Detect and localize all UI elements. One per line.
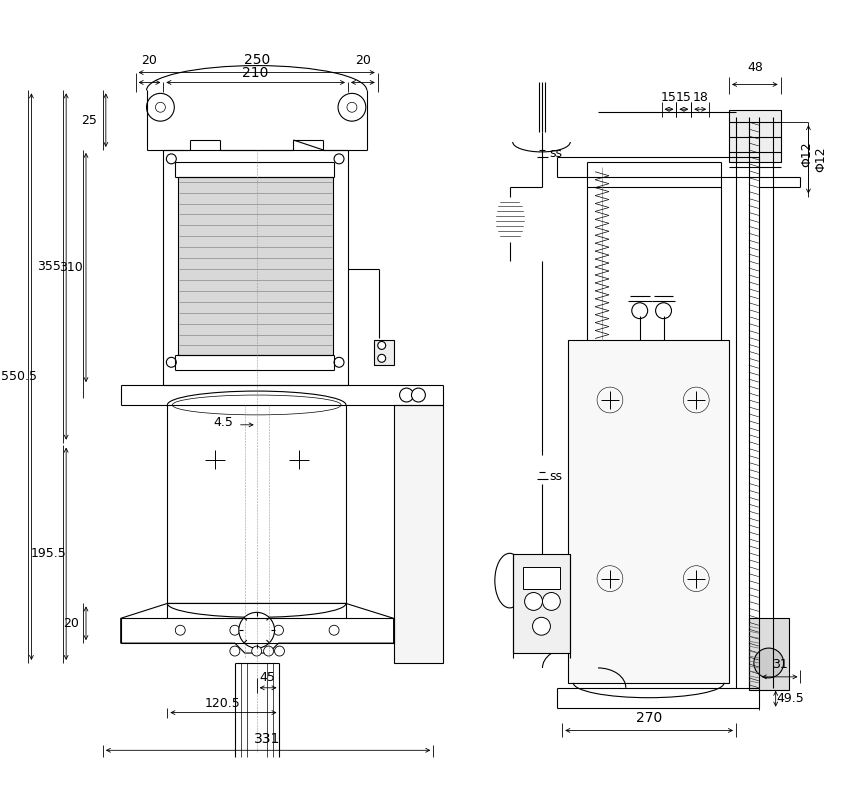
Text: 20: 20 [63,617,79,630]
Text: 331: 331 [255,732,280,746]
Bar [394,405,444,663]
Text: 49.5: 49.5 [777,692,804,705]
Circle shape [334,358,344,367]
Text: 4.5: 4.5 [213,416,233,430]
Circle shape [656,302,671,318]
Text: 355: 355 [37,259,61,273]
Circle shape [230,626,240,635]
Bar [749,618,789,690]
Bar [513,554,570,653]
Circle shape [347,102,357,112]
Text: 310: 310 [60,261,83,274]
Circle shape [155,102,166,112]
Circle shape [754,648,784,678]
Circle shape [378,354,386,362]
Bar [374,341,394,366]
Bar [729,110,781,162]
Circle shape [334,154,344,164]
Circle shape [632,302,647,318]
Circle shape [400,388,413,402]
Circle shape [329,626,339,635]
Circle shape [175,626,186,635]
Text: 15: 15 [660,91,677,104]
Text: 25: 25 [81,114,97,126]
Bar [179,177,333,355]
Circle shape [274,646,285,656]
Text: Φ12: Φ12 [801,141,814,166]
Circle shape [167,154,176,164]
Text: 48: 48 [746,61,763,74]
Text: 20: 20 [142,54,157,67]
Circle shape [230,646,240,656]
Circle shape [412,388,425,402]
Text: 120.5: 120.5 [205,697,241,710]
Bar [523,566,560,589]
Text: ss: ss [549,147,562,160]
Text: 270: 270 [635,710,662,725]
Text: 18: 18 [692,91,709,104]
Text: Φ12: Φ12 [814,146,827,172]
Text: 45: 45 [260,671,275,684]
Circle shape [532,618,551,635]
Text: 20: 20 [355,54,371,67]
Circle shape [239,612,274,648]
Bar [568,341,729,683]
Text: 210: 210 [243,66,269,79]
Text: 195.5: 195.5 [30,547,66,560]
Text: ss: ss [549,470,562,483]
Text: 31: 31 [772,658,788,671]
Text: 250: 250 [243,53,270,66]
Text: 550.5: 550.5 [1,370,36,382]
Circle shape [378,342,386,350]
Circle shape [274,626,283,635]
Circle shape [252,646,261,656]
Text: 15: 15 [676,91,691,104]
Circle shape [525,593,543,610]
Circle shape [167,358,176,367]
Circle shape [263,646,274,656]
Circle shape [543,593,560,610]
